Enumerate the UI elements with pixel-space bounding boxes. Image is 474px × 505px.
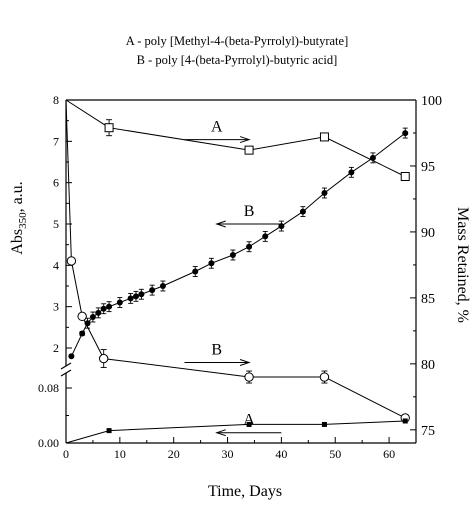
data-point [400,172,410,182]
x-tick-label: 20 [168,447,180,461]
data-point [192,268,199,275]
annotation-B-left: B [215,203,282,228]
data-point [149,287,156,294]
axis-break-mark [60,362,72,377]
data-point [402,130,409,137]
legend-line-a: A - poly [Methyl-4-(beta-Pyrrolyl)-butyr… [125,34,349,48]
data-point [319,132,329,142]
data-point [246,243,253,250]
y-left-tick-label: 5 [53,217,59,231]
y-axis-label-left-main: Abs [9,229,26,255]
y-axis-label-right: Mass Retained, % [454,207,471,323]
annotation-A-left: A [215,412,282,437]
annotation-label: B [211,342,222,359]
data-point [348,169,355,176]
y-left-tick-label: 6 [53,176,59,190]
x-tick-label: 40 [275,447,287,461]
data-point [79,330,86,337]
data-point [402,418,408,424]
data-point [244,372,254,382]
annotation-arrow-head [215,429,226,437]
x-tick-label: 10 [114,447,126,461]
data-point [116,299,123,306]
data-point [127,295,134,302]
data-point [229,252,236,258]
y-left-tick-label: 2 [53,341,59,355]
data-point [100,305,107,312]
y-right-tick-label: 75 [421,424,435,439]
data-point [208,260,215,267]
series-A-absorbance [65,418,408,444]
x-tick-label: 60 [383,447,395,461]
annotation-label: A [243,412,255,429]
series-line [65,99,406,177]
data-point [244,145,254,155]
y-axis-label-left-suffix: , a.u. [9,181,26,212]
data-point [369,154,376,161]
x-tick-label: 0 [63,447,69,461]
series-line [70,132,406,357]
x-tick-label: 30 [222,447,234,461]
series-B-mass-retained [65,99,410,423]
y-left-tick-label: 0.00 [38,436,59,450]
y-axis-label-left: Abs350, a.u. [9,181,29,254]
y-right-tick-label: 95 [421,160,435,175]
y-right-tick-label: 80 [421,358,435,373]
data-point [66,256,77,266]
annotation-label: B [244,203,255,220]
data-point [159,283,166,289]
data-point [299,208,306,215]
x-axis-label: Time, Days [208,483,282,500]
data-point [106,303,113,310]
x-tick-label: 50 [329,447,341,461]
y-right-tick-label: 85 [421,292,435,307]
series-layer [65,99,410,444]
data-point [246,421,252,427]
annotation-label: A [211,119,223,136]
y-right-tick-label: 100 [421,94,442,109]
series-line [65,420,406,444]
data-point [321,421,327,427]
data-point [106,428,112,434]
data-point [321,190,328,196]
y-left-tick-label: 7 [53,134,59,148]
annotation-A-right: A [184,119,251,144]
data-point [89,314,96,320]
annotation-arrow-head [239,136,251,144]
y-right-tick-label: 90 [421,226,435,241]
data-point [262,233,269,240]
y-axis-label-left-subscript: 350 [17,212,29,229]
axes: 0 10 20 30 40 50 60 2 3 4 5 6 7 8 0.00 0.08 75 80 85 90 95 10… [38,93,442,461]
series-A-mass-retained [65,99,410,182]
data-point [133,293,139,300]
legend-line-b: B - poly [4-(beta-Pyrrolyl)-butyric acid… [136,53,338,67]
data-point [95,309,102,316]
data-point [319,372,330,382]
y-left-tick-label: 8 [53,93,59,107]
y-left-tick-label: 0.08 [38,381,59,395]
data-point [104,123,114,133]
data-point [98,353,109,364]
annotations: A B B A [184,119,282,437]
y-left-tick-label: 3 [53,300,59,314]
series-B-absorbance [68,127,409,360]
y-left-tick-label: 4 [53,258,59,272]
annotation-arrow-head [239,359,251,367]
data-point [278,223,285,230]
data-point [77,311,87,322]
data-point [138,291,145,298]
annotation-arrow-head [215,220,226,228]
data-point [68,353,75,360]
data-point [84,320,91,327]
annotation-B-right: B [184,342,251,367]
